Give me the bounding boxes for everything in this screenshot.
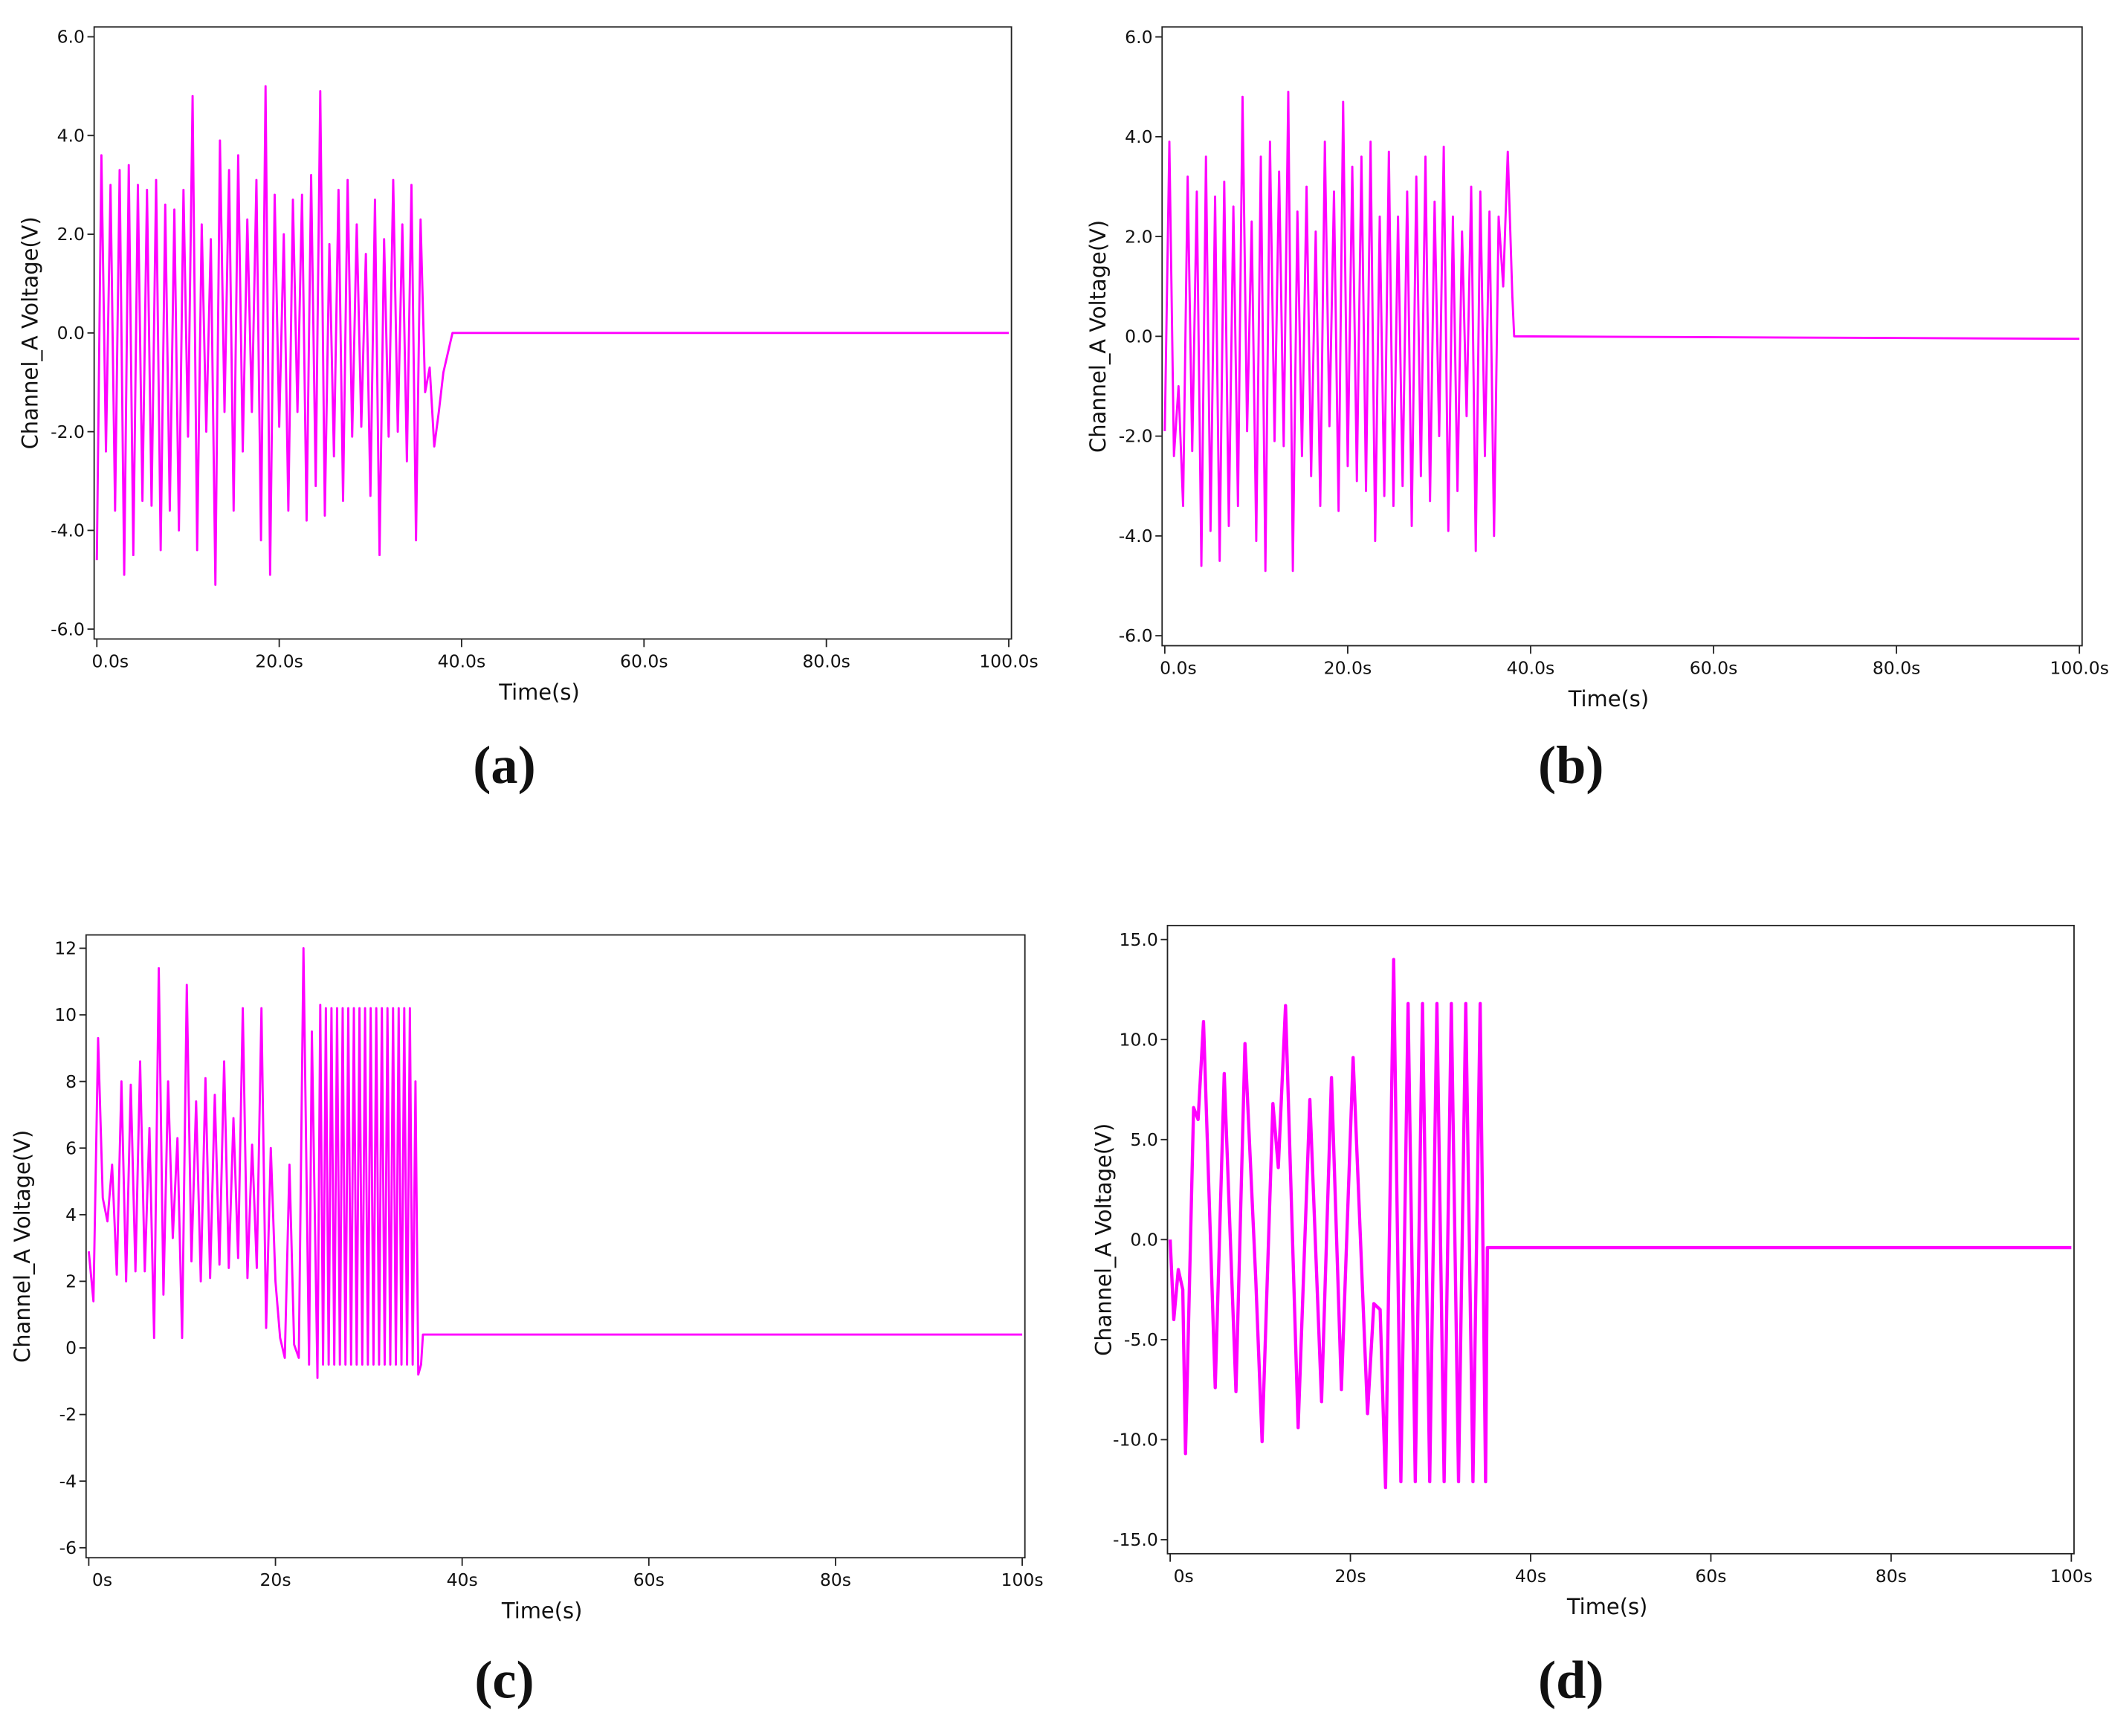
x-tick-label: 0s: [92, 1569, 112, 1590]
y-tick-label: 4.0: [57, 125, 85, 146]
x-tick-label: 80.0s: [802, 651, 850, 671]
x-tick-label: 20s: [259, 1569, 291, 1590]
y-tick-label: -6: [59, 1537, 77, 1558]
signal-line: [95, 85, 1009, 586]
y-tick-label: -5.0: [1124, 1329, 1158, 1350]
x-tick-label: 60.0s: [1690, 658, 1738, 679]
y-tick-label: 2.0: [1125, 226, 1152, 247]
panel-label: (c): [474, 1650, 534, 1709]
x-tick-label: 20.0s: [255, 651, 303, 671]
y-tick-label: 12: [54, 938, 77, 959]
x-tick-label: 0.0s: [92, 651, 129, 671]
x-tick-label: 60s: [633, 1569, 665, 1590]
x-tick-label: 100s: [1001, 1569, 1044, 1590]
y-tick-label: 6: [65, 1138, 77, 1158]
x-tick-label: 40.0s: [438, 651, 486, 671]
x-axis-label: Time(s): [498, 680, 579, 705]
x-tick-label: 100.0s: [979, 651, 1039, 671]
y-axis-label: Channel_A Voltage(V): [1091, 1123, 1116, 1356]
y-tick-label: 0.0: [57, 323, 85, 343]
y-tick-label: -4.0: [1119, 526, 1153, 546]
panel-label: (d): [1538, 1650, 1603, 1709]
x-tick-label: 80s: [1876, 1566, 1907, 1587]
y-axis-label: Channel_A Voltage(V): [10, 1130, 35, 1363]
x-tick-label: 20.0s: [1324, 658, 1372, 679]
y-tick-label: 8: [65, 1071, 77, 1092]
x-tick-label: 0s: [1174, 1566, 1194, 1587]
y-axis-label: Channel_A Voltage(V): [1085, 220, 1111, 453]
y-axis-label: Channel_A Voltage(V): [18, 216, 43, 449]
x-tick-label: 100.0s: [2050, 658, 2109, 679]
y-tick-label: 15.0: [1119, 929, 1157, 950]
y-tick-label: 0.0: [1130, 1229, 1157, 1250]
y-tick-label: 10.0: [1119, 1029, 1157, 1050]
y-tick-label: -2.0: [51, 422, 85, 442]
y-tick-label: 4: [65, 1204, 77, 1225]
y-tick-label: -2: [59, 1404, 77, 1425]
x-axis-label: Time(s): [1566, 1594, 1647, 1619]
y-tick-label: 6.0: [57, 27, 85, 48]
y-tick-label: 10: [54, 1004, 77, 1025]
x-tick-label: 40s: [447, 1569, 478, 1590]
y-tick-label: 2: [65, 1271, 77, 1292]
y-tick-label: 6.0: [1125, 27, 1152, 48]
plot-frame: [85, 934, 1026, 1559]
signal-line: [1163, 91, 2080, 572]
signal-line: [1168, 958, 2072, 1490]
x-tick-label: 40s: [1515, 1566, 1546, 1587]
y-tick-label: -10.0: [1113, 1430, 1158, 1451]
y-tick-label: 4.0: [1125, 126, 1152, 147]
panel-label: (a): [473, 735, 535, 795]
x-tick-label: 60s: [1695, 1566, 1726, 1587]
y-tick-label: -15.0: [1113, 1529, 1158, 1550]
y-tick-label: -6.0: [51, 619, 85, 639]
x-tick-label: 40.0s: [1507, 658, 1555, 679]
y-tick-label: -4: [59, 1471, 77, 1491]
y-tick-label: 2.0: [57, 224, 85, 245]
x-tick-label: 100s: [2050, 1566, 2093, 1587]
y-tick-label: 5.0: [1130, 1129, 1157, 1150]
x-tick-label: 80.0s: [1873, 658, 1921, 679]
y-tick-label: -2.0: [1119, 426, 1153, 447]
y-tick-label: -4.0: [51, 520, 85, 541]
x-axis-label: Time(s): [501, 1598, 582, 1624]
signal-line: [87, 946, 1023, 1379]
y-tick-label: 0: [65, 1338, 77, 1358]
x-axis-label: Time(s): [1568, 686, 1649, 711]
x-tick-label: 60.0s: [620, 651, 668, 671]
x-tick-label: 20s: [1334, 1566, 1366, 1587]
y-tick-label: -6.0: [1119, 625, 1153, 646]
x-tick-label: 0.0s: [1160, 658, 1197, 679]
panel-label: (b): [1538, 735, 1603, 795]
y-tick-label: 0.0: [1125, 326, 1152, 347]
x-tick-label: 80s: [820, 1569, 851, 1590]
